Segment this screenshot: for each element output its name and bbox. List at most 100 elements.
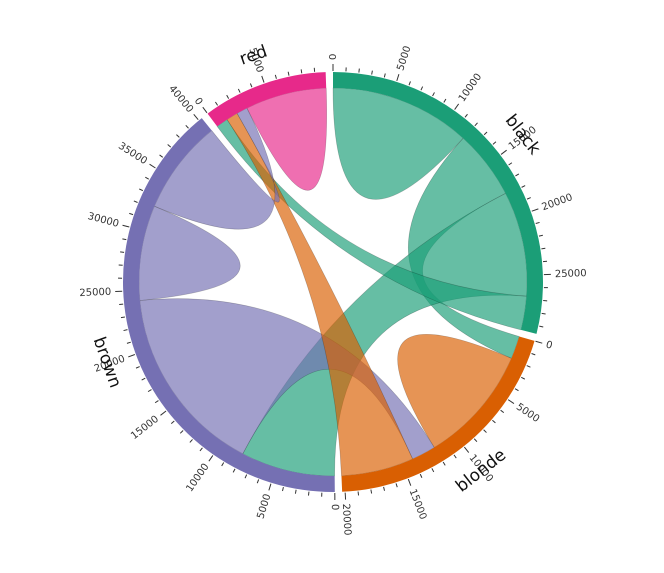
tick-mark bbox=[208, 455, 214, 462]
tick-mark bbox=[508, 162, 513, 166]
group-label-blonde: blonde bbox=[452, 445, 510, 496]
tick-mark bbox=[122, 224, 130, 228]
tick-mark bbox=[420, 86, 424, 91]
tick-mark bbox=[432, 92, 435, 97]
tick-mark bbox=[383, 73, 386, 78]
tick-mark bbox=[370, 489, 373, 494]
tick-mark bbox=[193, 113, 199, 120]
tick-mark bbox=[541, 247, 546, 250]
tick-mark bbox=[120, 316, 126, 319]
group-arc-red bbox=[207, 72, 327, 127]
tick-mark bbox=[492, 419, 496, 424]
tick-mark bbox=[514, 388, 519, 392]
tick-mark bbox=[199, 447, 203, 452]
tick-mark bbox=[249, 83, 253, 88]
tick-mark bbox=[395, 483, 398, 488]
tick-mark bbox=[261, 75, 265, 83]
tick-label: 15000 bbox=[129, 414, 161, 442]
tick-mark bbox=[135, 366, 140, 369]
tick-mark bbox=[282, 486, 284, 492]
tick-label: 20000 bbox=[540, 192, 574, 213]
tick-mark bbox=[474, 122, 478, 127]
tick-mark bbox=[122, 238, 127, 241]
tick-mark bbox=[473, 438, 478, 443]
tick-mark bbox=[244, 474, 248, 479]
tick-mark bbox=[531, 353, 536, 356]
tick-mark bbox=[371, 70, 373, 75]
tick-mark bbox=[300, 69, 303, 74]
tick-mark bbox=[120, 251, 125, 253]
tick-mark bbox=[531, 208, 539, 212]
tick-mark bbox=[232, 468, 236, 473]
tick-mark bbox=[226, 94, 230, 99]
tick-mark bbox=[138, 188, 144, 192]
tick-mark bbox=[463, 446, 470, 453]
tick-mark bbox=[396, 74, 400, 82]
tick-mark bbox=[538, 234, 543, 237]
tick-mark bbox=[407, 478, 412, 486]
group-arc-brown bbox=[123, 118, 335, 492]
tick-label: 5000 bbox=[395, 45, 413, 73]
tick-label: 0 bbox=[192, 96, 205, 108]
tick-label: 10000 bbox=[184, 462, 211, 494]
tick-mark bbox=[129, 212, 134, 216]
tick-mark bbox=[443, 98, 447, 103]
tick-mark bbox=[170, 420, 175, 425]
ribbon-blonde-blonde bbox=[397, 334, 512, 448]
tick-mark bbox=[268, 483, 272, 491]
tick-mark bbox=[454, 103, 460, 110]
tick-mark bbox=[515, 173, 520, 177]
tick-mark bbox=[492, 141, 497, 145]
tick-mark bbox=[133, 200, 138, 203]
tick-mark bbox=[179, 430, 184, 434]
tick-mark bbox=[535, 340, 543, 344]
tick-mark bbox=[287, 71, 290, 76]
tick-mark bbox=[500, 149, 507, 155]
tick-mark bbox=[453, 454, 457, 459]
tick-label: 25000 bbox=[79, 287, 111, 299]
tick-mark bbox=[154, 400, 159, 404]
tick-mark bbox=[141, 377, 146, 381]
tick-mark bbox=[128, 354, 136, 358]
tick-label: 10000 bbox=[457, 72, 484, 104]
tick-mark bbox=[202, 106, 208, 114]
tick-label: 30000 bbox=[86, 211, 120, 230]
tick-mark bbox=[431, 468, 435, 473]
tick-mark bbox=[500, 409, 505, 414]
tick-mark bbox=[521, 185, 526, 188]
ribbon-blonde-red bbox=[226, 112, 413, 477]
tick-mark bbox=[159, 154, 164, 158]
ribbon-layer bbox=[138, 87, 528, 477]
group-arc-blonde bbox=[341, 336, 535, 492]
tick-mark bbox=[160, 410, 167, 416]
tick-mark bbox=[483, 429, 487, 433]
tick-mark bbox=[419, 473, 423, 478]
tick-mark bbox=[526, 197, 531, 200]
tick-label: 25000 bbox=[555, 268, 587, 280]
tick-mark bbox=[185, 124, 189, 129]
tick-label: 40000 bbox=[166, 84, 195, 116]
tick-mark bbox=[214, 101, 219, 106]
tick-mark bbox=[526, 365, 531, 368]
ribbon-black-black bbox=[332, 87, 464, 200]
tick-label: 0 bbox=[544, 340, 553, 352]
tick-label: 20000 bbox=[340, 503, 353, 535]
tick-mark bbox=[507, 399, 515, 404]
tick-label: 35000 bbox=[116, 141, 149, 167]
tick-mark bbox=[274, 74, 277, 79]
ribbon-red-red bbox=[246, 87, 327, 191]
tick-mark bbox=[442, 461, 446, 466]
tick-mark bbox=[189, 439, 193, 443]
tick-mark bbox=[408, 81, 411, 86]
tick-mark bbox=[221, 462, 225, 467]
ribbon-brown-brown bbox=[138, 205, 241, 301]
tick-mark bbox=[521, 376, 526, 380]
tick-label: 5000 bbox=[514, 402, 541, 425]
tick-mark bbox=[383, 486, 386, 491]
tick-label: 0 bbox=[328, 54, 339, 60]
tick-mark bbox=[237, 88, 241, 93]
tick-mark bbox=[294, 489, 297, 494]
tick-mark bbox=[464, 113, 468, 118]
group-arc-layer bbox=[123, 72, 543, 492]
